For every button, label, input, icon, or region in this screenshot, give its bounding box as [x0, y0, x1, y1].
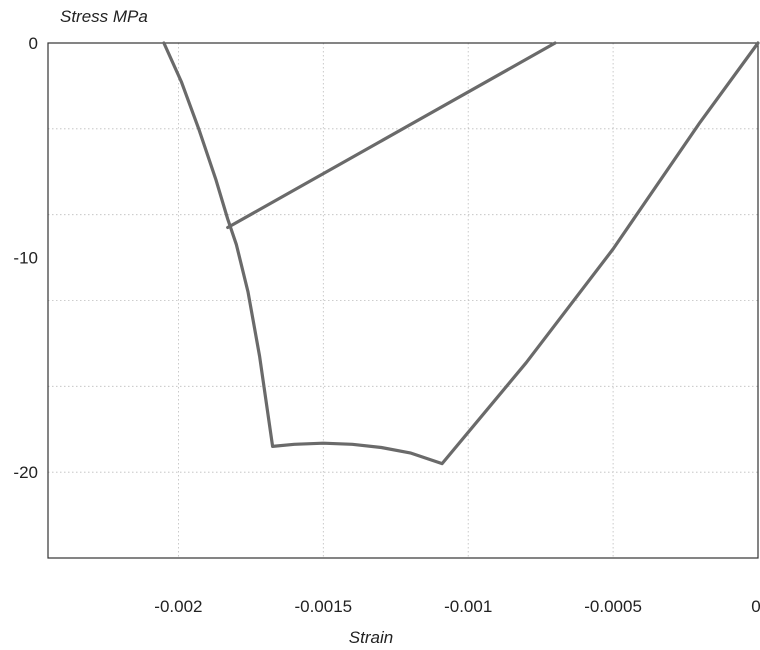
x-tick-label: -0.0005 [584, 597, 642, 616]
x-tick-label: -0.001 [444, 597, 492, 616]
series-line-2 [226, 41, 557, 230]
x-axis-title: Strain [349, 628, 393, 647]
y-axis-title: Stress MPa [60, 7, 148, 26]
tick-labels: -0.002 -0.0015 -0.001 -0.0005 0 0 -10 -20 [13, 34, 760, 616]
y-tick-label: -10 [13, 249, 38, 268]
x-tick-label: -0.0015 [294, 597, 352, 616]
plot-area-frame [47, 42, 759, 559]
y-tick-label: -20 [13, 463, 38, 482]
grid-lines [48, 43, 758, 558]
y-tick-label: 0 [29, 34, 38, 53]
series-layer [162, 41, 760, 466]
x-tick-label: -0.002 [154, 597, 202, 616]
x-tick-label: 0 [751, 597, 760, 616]
series-line-1 [162, 41, 760, 466]
